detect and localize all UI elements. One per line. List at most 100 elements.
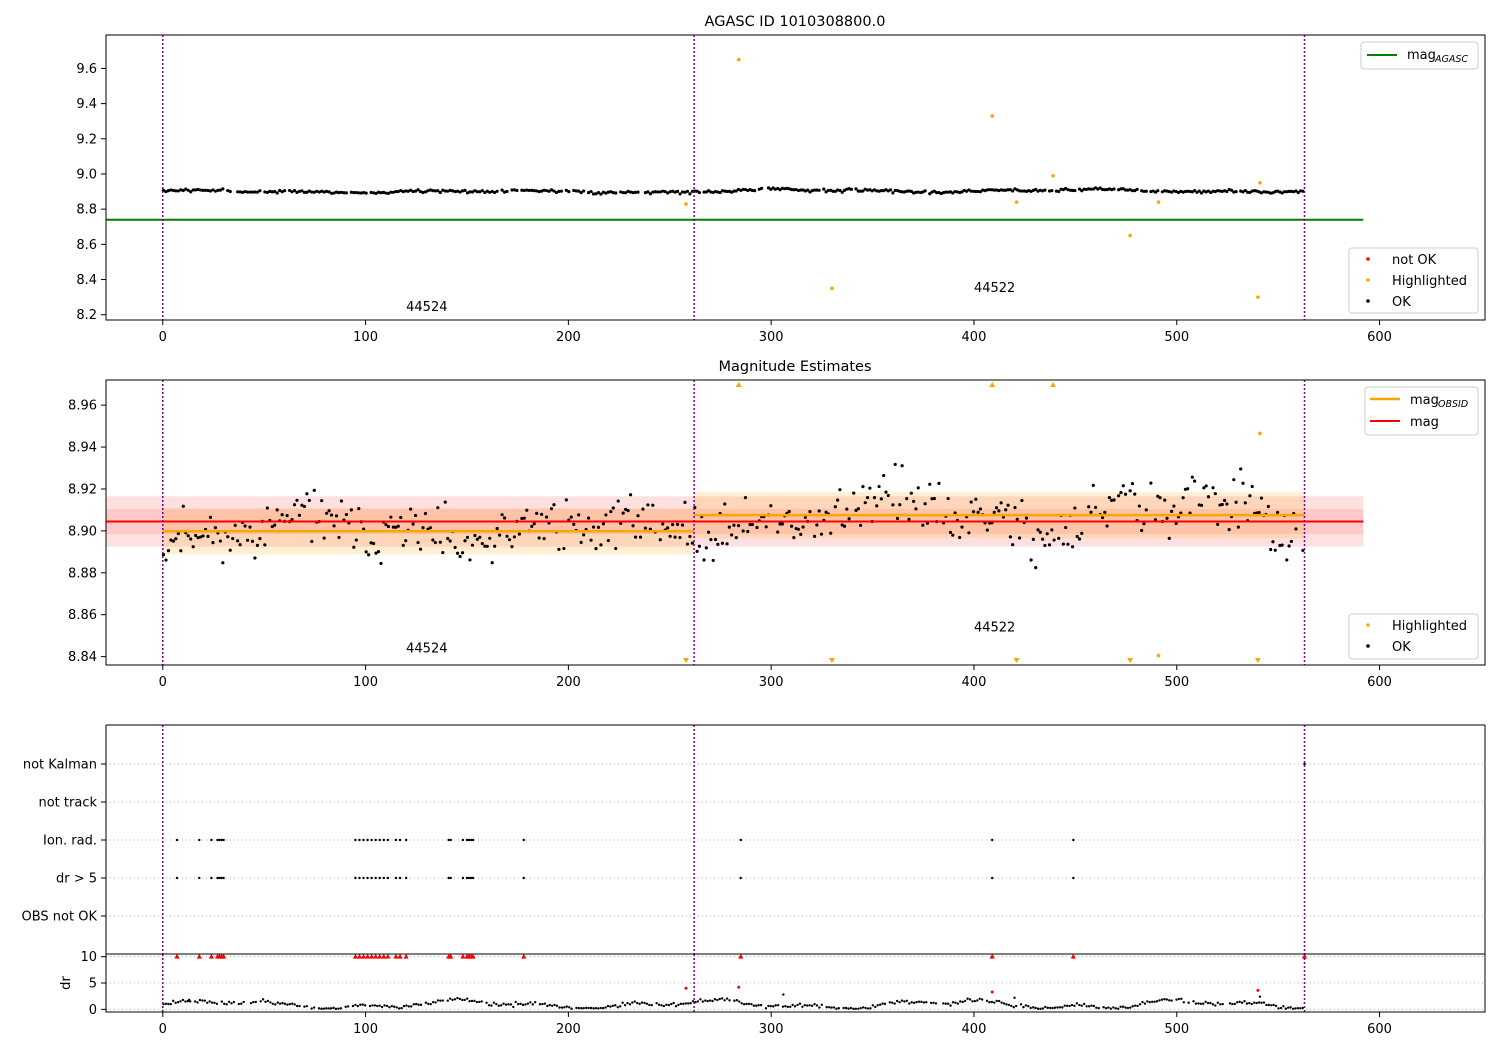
dr-point — [1002, 1002, 1006, 1005]
dr-point — [1080, 1004, 1083, 1007]
ok-point — [808, 510, 812, 514]
ok-point — [1142, 522, 1146, 526]
x-tick-label: 500 — [1164, 1022, 1189, 1037]
clipped-up-marker — [735, 382, 742, 387]
ok-point — [292, 503, 297, 507]
ok-point — [611, 506, 615, 510]
dr-point — [1141, 1000, 1144, 1004]
ok-point — [900, 190, 904, 194]
ok-point — [473, 189, 477, 193]
ok-point — [671, 522, 675, 527]
dr-point — [293, 1003, 296, 1006]
ok-point — [238, 190, 242, 194]
ok-point — [1213, 492, 1217, 496]
dr-point — [395, 1006, 398, 1009]
ok-point — [985, 188, 989, 192]
dr-point — [1180, 997, 1183, 1000]
dr-point — [820, 1003, 824, 1007]
legend-marker — [1366, 623, 1370, 627]
ok-point — [895, 516, 900, 521]
dr-capped-marker — [381, 953, 387, 959]
dr-capped-marker — [377, 953, 383, 959]
ok-point — [290, 517, 294, 522]
ok-point — [829, 531, 833, 535]
ok-point — [599, 192, 603, 196]
ok-point — [186, 188, 190, 192]
ok-point — [265, 506, 269, 510]
dr-point — [665, 1003, 668, 1007]
flag-point — [218, 838, 221, 842]
flag-point — [404, 876, 408, 880]
ok-point — [327, 190, 331, 194]
ok-point — [1017, 189, 1022, 193]
ok-point — [1080, 531, 1084, 535]
dr-point — [774, 1004, 777, 1007]
dr-point — [1065, 1004, 1069, 1008]
ok-point — [778, 188, 782, 192]
flag-point — [370, 876, 373, 880]
dr-point — [636, 1001, 639, 1005]
dr-point — [288, 1002, 292, 1006]
dr-point — [638, 1002, 641, 1006]
ok-point — [391, 190, 395, 194]
ok-point — [505, 189, 509, 194]
dr-point — [575, 1006, 578, 1010]
dr-point — [633, 1000, 636, 1003]
ok-point — [932, 496, 936, 501]
dr-point — [254, 1000, 258, 1004]
dr-point — [1005, 1003, 1008, 1006]
ok-point — [307, 189, 311, 193]
ok-point — [796, 527, 801, 531]
ok-point — [1133, 492, 1137, 496]
ok-point — [515, 188, 519, 193]
dr-point — [317, 1007, 321, 1010]
dr-point — [925, 1001, 928, 1004]
dr-point — [616, 1006, 619, 1009]
ok-point — [806, 188, 810, 192]
ok-point — [1301, 548, 1305, 553]
ok-point — [891, 191, 895, 195]
ok-point — [473, 533, 477, 538]
ok-point — [411, 189, 415, 194]
dr-point — [1243, 999, 1246, 1003]
ok-point — [1296, 190, 1300, 195]
dr-point — [1019, 1003, 1023, 1006]
ok-point — [589, 189, 593, 194]
dr-point — [742, 1003, 746, 1006]
ok-point — [658, 190, 662, 194]
ok-point — [1144, 189, 1148, 193]
dr-point — [1078, 1003, 1081, 1007]
ok-point — [1107, 496, 1112, 500]
ok-point — [270, 524, 274, 529]
dr-point — [206, 1001, 209, 1004]
dr-point — [1073, 1004, 1076, 1008]
dr-point — [976, 999, 979, 1002]
dr-point — [1245, 1002, 1249, 1005]
ok-point — [1193, 479, 1197, 483]
ok-point — [852, 491, 856, 495]
ok-point — [969, 500, 973, 504]
ok-point — [685, 542, 690, 546]
dr-point — [888, 1001, 892, 1004]
ok-point — [819, 532, 824, 536]
dr-point — [859, 1006, 862, 1010]
ok-point — [606, 538, 610, 543]
ok-point — [483, 190, 487, 195]
dr-point — [745, 1002, 748, 1006]
ok-point — [769, 504, 773, 508]
legend-label: Highlighted — [1392, 619, 1467, 634]
ok-point — [736, 524, 741, 528]
ok-point — [349, 508, 353, 512]
flag-point — [210, 876, 213, 880]
dr-point — [383, 1004, 386, 1007]
ok-point — [787, 509, 791, 514]
ok-point — [421, 526, 425, 530]
ok-point — [433, 189, 437, 193]
ok-point — [838, 488, 842, 492]
legend-label-mag-agasc: mag — [1407, 48, 1436, 63]
dr-point — [895, 999, 899, 1003]
dr-point — [951, 1001, 955, 1004]
ok-point — [404, 539, 408, 543]
flag-point — [461, 838, 465, 842]
ok-point — [525, 188, 529, 192]
